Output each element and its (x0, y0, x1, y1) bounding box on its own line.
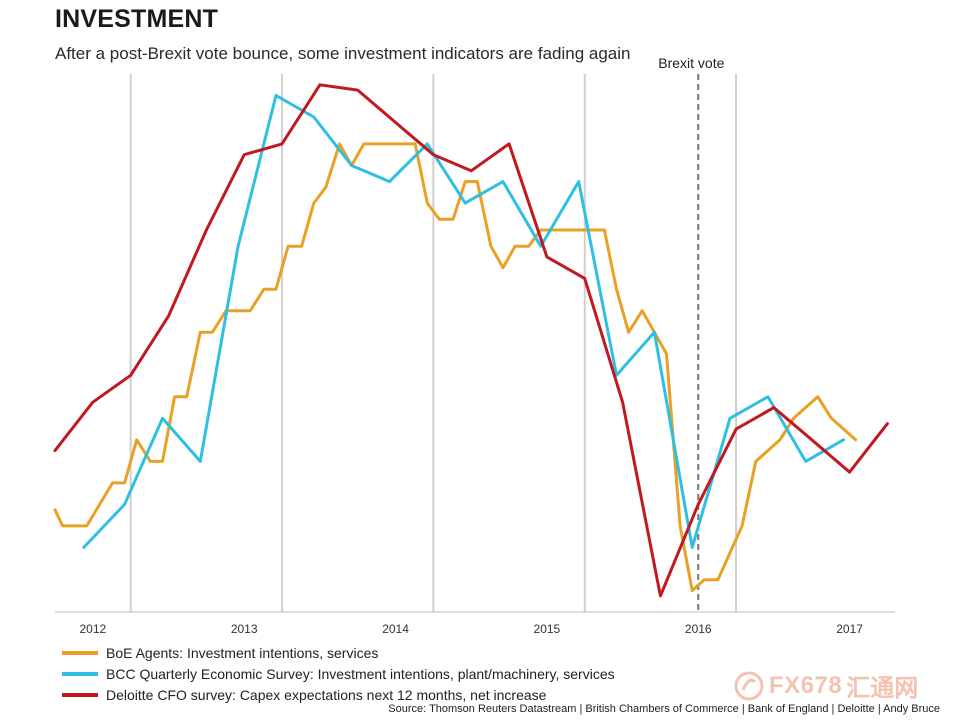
x-tick-label-2014: 2014 (382, 622, 409, 636)
legend-swatch-bcc (62, 671, 98, 676)
watermark-text: FX678 (769, 671, 843, 699)
legend-swatch-deloitte (62, 692, 98, 697)
series-line-boe (53, 142, 858, 592)
series-line-bcc (82, 94, 845, 549)
source-note: Source: Thomson Reuters Datastream | Bri… (388, 703, 940, 715)
fx678-logo-icon (734, 671, 764, 700)
watermark-cn: 汇通网 (846, 675, 919, 702)
legend-item-bcc: BCC Quarterly Economic Survey: Investmen… (62, 663, 615, 684)
legend-item-boe: BoE Agents: Investment intentions, servi… (62, 642, 615, 663)
x-tick-label-2012: 2012 (79, 622, 106, 636)
brexit-vote-label: Brexit vote (658, 55, 724, 71)
x-tick-label-2016: 2016 (685, 622, 712, 636)
x-tick-label-2013: 2013 (231, 622, 258, 636)
chart-subtitle: After a post-Brexit vote bounce, some in… (55, 44, 631, 63)
legend-label-deloitte: Deloitte CFO survey: Capex expectations … (106, 686, 547, 703)
legend: BoE Agents: Investment intentions, servi… (62, 642, 615, 705)
watermark: FX678 汇通网 (734, 668, 918, 703)
legend-swatch-boe (62, 650, 98, 655)
x-tick-label-2015: 2015 (534, 622, 561, 636)
legend-label-bcc: BCC Quarterly Economic Survey: Investmen… (106, 665, 615, 682)
x-tick-label-2017: 2017 (836, 622, 863, 636)
legend-label-boe: BoE Agents: Investment intentions, servi… (106, 644, 379, 661)
chart-title: INVESTMENT (55, 5, 219, 33)
legend-item-deloitte: Deloitte CFO survey: Capex expectations … (62, 684, 615, 705)
series-line-deloitte (53, 83, 889, 598)
